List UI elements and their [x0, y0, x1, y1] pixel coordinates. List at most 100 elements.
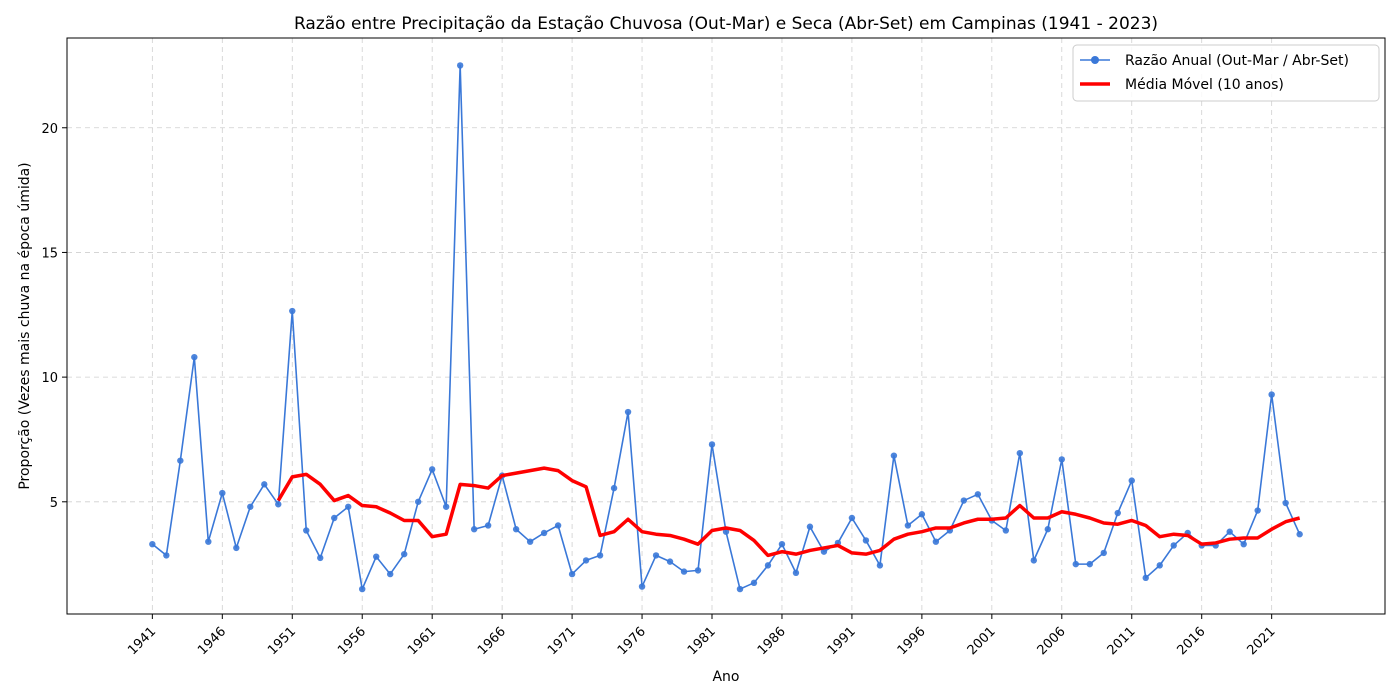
- data-point-annual-ratio: [373, 553, 380, 560]
- data-point-annual-ratio: [303, 527, 310, 534]
- data-point-annual-ratio: [247, 503, 254, 510]
- data-point-annual-ratio: [820, 548, 828, 555]
- data-point-annual-ratio: [345, 503, 352, 510]
- legend-marker-annual: [1091, 56, 1099, 64]
- data-point-annual-ratio: [163, 552, 170, 559]
- data-point-annual-ratio: [414, 498, 422, 505]
- y-axis-ticks: 5 10 15 20: [41, 122, 67, 511]
- data-point-annual-ratio: [149, 540, 156, 548]
- series-line-annual-ratio: [151, 64, 1301, 590]
- data-point-annual-ratio: [359, 585, 366, 593]
- data-point-annual-ratio: [904, 522, 912, 529]
- data-point-annual-ratio: [428, 466, 436, 473]
- x-tick-label: 1961: [405, 624, 439, 658]
- data-point-annual-ratio: [1240, 540, 1247, 548]
- data-point-annual-ratio: [1268, 391, 1275, 398]
- data-point-annual-ratio: [1142, 574, 1149, 582]
- x-tick-label: 1956: [335, 624, 369, 658]
- data-point-annual-ratio: [974, 491, 982, 498]
- x-tick-label: 1996: [895, 624, 929, 658]
- x-tick-label: 1946: [195, 624, 229, 658]
- data-point-annual-ratio: [596, 552, 604, 559]
- data-point-annual-ratio: [205, 538, 212, 545]
- data-point-annual-ratio: [526, 538, 534, 545]
- y-tick-label: 5: [50, 496, 58, 511]
- data-point-annual-ratio: [1044, 526, 1052, 533]
- data-point-annual-ratio: [387, 570, 394, 578]
- data-point-annual-ratio: [540, 529, 548, 537]
- data-point-annual-ratio: [1086, 560, 1093, 568]
- x-tick-label: 2011: [1105, 624, 1139, 658]
- data-point-annual-ratio: [1156, 562, 1163, 569]
- data-point-annual-ratio: [1030, 557, 1038, 564]
- y-tick-label: 15: [41, 246, 58, 261]
- x-tick-label: 1976: [615, 624, 649, 658]
- data-point-annual-ratio: [400, 550, 408, 558]
- x-tick-label: 2001: [965, 624, 999, 658]
- data-point-annual-ratio: [1002, 527, 1010, 534]
- data-point-annual-ratio: [694, 567, 702, 574]
- x-tick-label: 2006: [1035, 624, 1069, 658]
- data-point-annual-ratio: [219, 489, 226, 497]
- x-tick-label: 2021: [1244, 624, 1278, 658]
- plot-area-frame: [66, 37, 1386, 615]
- series-layer: [149, 62, 1303, 593]
- data-point-annual-ratio: [177, 457, 184, 464]
- data-point-annual-ratio: [1226, 528, 1233, 535]
- data-point-annual-ratio: [876, 562, 884, 569]
- data-point-annual-ratio: [1128, 477, 1135, 484]
- data-point-annual-ratio: [932, 538, 940, 545]
- data-point-annual-ratio: [317, 554, 324, 562]
- data-point-annual-ratio: [890, 452, 898, 459]
- data-point-annual-ratio: [722, 528, 730, 535]
- data-point-annual-ratio: [289, 307, 296, 315]
- data-point-annual-ratio: [484, 522, 492, 529]
- legend-frame: [1072, 44, 1380, 102]
- series-line-moving-average: [276, 466, 1301, 558]
- x-axis-ticks: 1941 1946 1951 1956 1961 1966 1971 1976 1981 1986…: [125, 614, 1278, 658]
- data-point-annual-ratio: [1114, 509, 1121, 517]
- data-point-annual-ratio: [1058, 456, 1065, 463]
- data-point-annual-ratio: [652, 552, 660, 559]
- legend-label-annual: Razão Anual (Out-Mar / Abr-Set): [1125, 53, 1349, 69]
- y-axis-label: Proporção (Vezes mais chuva na época úmi…: [17, 162, 33, 489]
- data-point-annual-ratio: [456, 62, 464, 69]
- y-tick-label: 20: [41, 122, 58, 137]
- data-point-annual-ratio: [792, 569, 800, 577]
- chart-title: Razão entre Precipitação da Estação Chuv…: [294, 14, 1158, 34]
- data-point-annual-ratio: [512, 526, 520, 533]
- data-point-annual-ratio: [233, 544, 240, 552]
- x-axis-label: Ano: [712, 669, 739, 685]
- data-point-annual-ratio: [1072, 560, 1079, 568]
- data-point-annual-ratio: [442, 503, 450, 510]
- x-tick-label: 1991: [825, 624, 859, 658]
- data-point-annual-ratio: [1254, 507, 1261, 514]
- data-point-annual-ratio: [778, 540, 786, 548]
- legend: Razão Anual (Out-Mar / Abr-Set) Média Mó…: [1072, 44, 1380, 102]
- data-point-annual-ratio: [470, 526, 478, 533]
- x-tick-label: 1986: [755, 624, 789, 658]
- data-point-annual-ratio: [680, 568, 688, 575]
- data-point-annual-ratio: [624, 408, 632, 416]
- data-point-annual-ratio: [960, 497, 968, 504]
- data-point-annual-ratio: [610, 484, 618, 492]
- data-point-annual-ratio: [261, 481, 268, 488]
- data-point-annual-ratio: [764, 562, 772, 569]
- data-point-annual-ratio: [750, 579, 758, 587]
- data-point-annual-ratio: [806, 523, 814, 530]
- data-point-annual-ratio: [1100, 549, 1107, 557]
- data-point-annual-ratio: [554, 522, 562, 529]
- legend-label-moving-average: Média Móvel (10 anos): [1125, 77, 1284, 93]
- data-point-annual-ratio: [582, 557, 590, 564]
- data-point-annual-ratio: [275, 501, 282, 508]
- data-point-annual-ratio: [1296, 531, 1303, 538]
- x-tick-label: 2016: [1175, 624, 1209, 658]
- grid: [67, 38, 1385, 614]
- data-point-annual-ratio: [848, 514, 856, 522]
- data-point-annual-ratio: [1016, 449, 1024, 457]
- x-tick-label: 1951: [265, 624, 299, 658]
- x-tick-label: 1971: [545, 624, 579, 658]
- data-point-annual-ratio: [191, 353, 198, 361]
